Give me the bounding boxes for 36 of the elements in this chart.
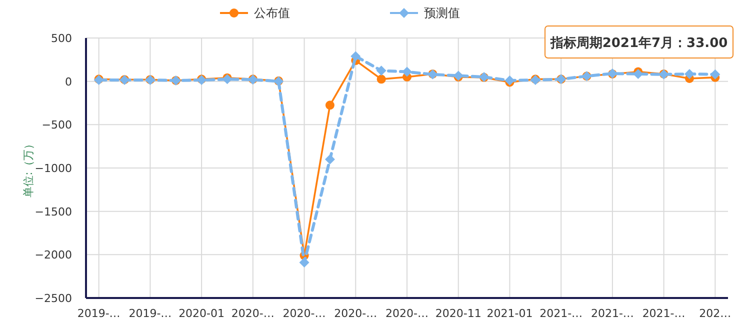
legend-label: 公布值 xyxy=(254,6,290,20)
point xyxy=(299,257,310,268)
y-tick-label: −1000 xyxy=(34,162,72,175)
x-tick-label: 2020-… xyxy=(231,307,274,320)
y-tick-label: −2500 xyxy=(34,292,72,305)
point xyxy=(504,75,515,86)
point xyxy=(633,68,644,79)
point xyxy=(376,74,386,84)
x-tick-label: 2019-… xyxy=(77,307,120,320)
x-tick-label: 2021-01 xyxy=(486,307,533,320)
x-tick-label: 202… xyxy=(699,307,732,320)
point xyxy=(324,154,335,164)
y-tick-label: −2000 xyxy=(34,248,72,262)
point xyxy=(710,69,720,80)
x-tick-label: 2020-11 xyxy=(435,307,482,320)
point xyxy=(350,51,361,62)
x-tick-label: 2020-… xyxy=(386,307,428,320)
y-tick-label: 0 xyxy=(65,75,72,88)
x-tick-label: 2019-… xyxy=(128,307,172,320)
x-tick-label: 2020-01 xyxy=(178,307,225,320)
y-tick-label: 500 xyxy=(51,32,72,45)
legend-label: 预测值 xyxy=(424,6,460,20)
x-tick-label: 2020-… xyxy=(282,307,326,320)
x-tick-label: 2021-… xyxy=(590,307,634,320)
point xyxy=(402,66,412,77)
point xyxy=(684,68,694,79)
x-tick-label: 2021-… xyxy=(642,307,686,320)
y-tick-label: −1500 xyxy=(34,205,72,218)
point xyxy=(325,100,334,110)
point xyxy=(376,66,386,76)
y-axis-title: 单位:（万） xyxy=(22,138,35,198)
annotation: 指标周期2021年7月：33.00 xyxy=(549,36,728,51)
x-tick-label: 2021-… xyxy=(540,307,583,320)
annotation: 指标周期2021年7月：33.00 xyxy=(544,26,734,58)
x-tick-label: 2020-… xyxy=(334,307,378,320)
y-tick-label: −500 xyxy=(42,118,72,132)
